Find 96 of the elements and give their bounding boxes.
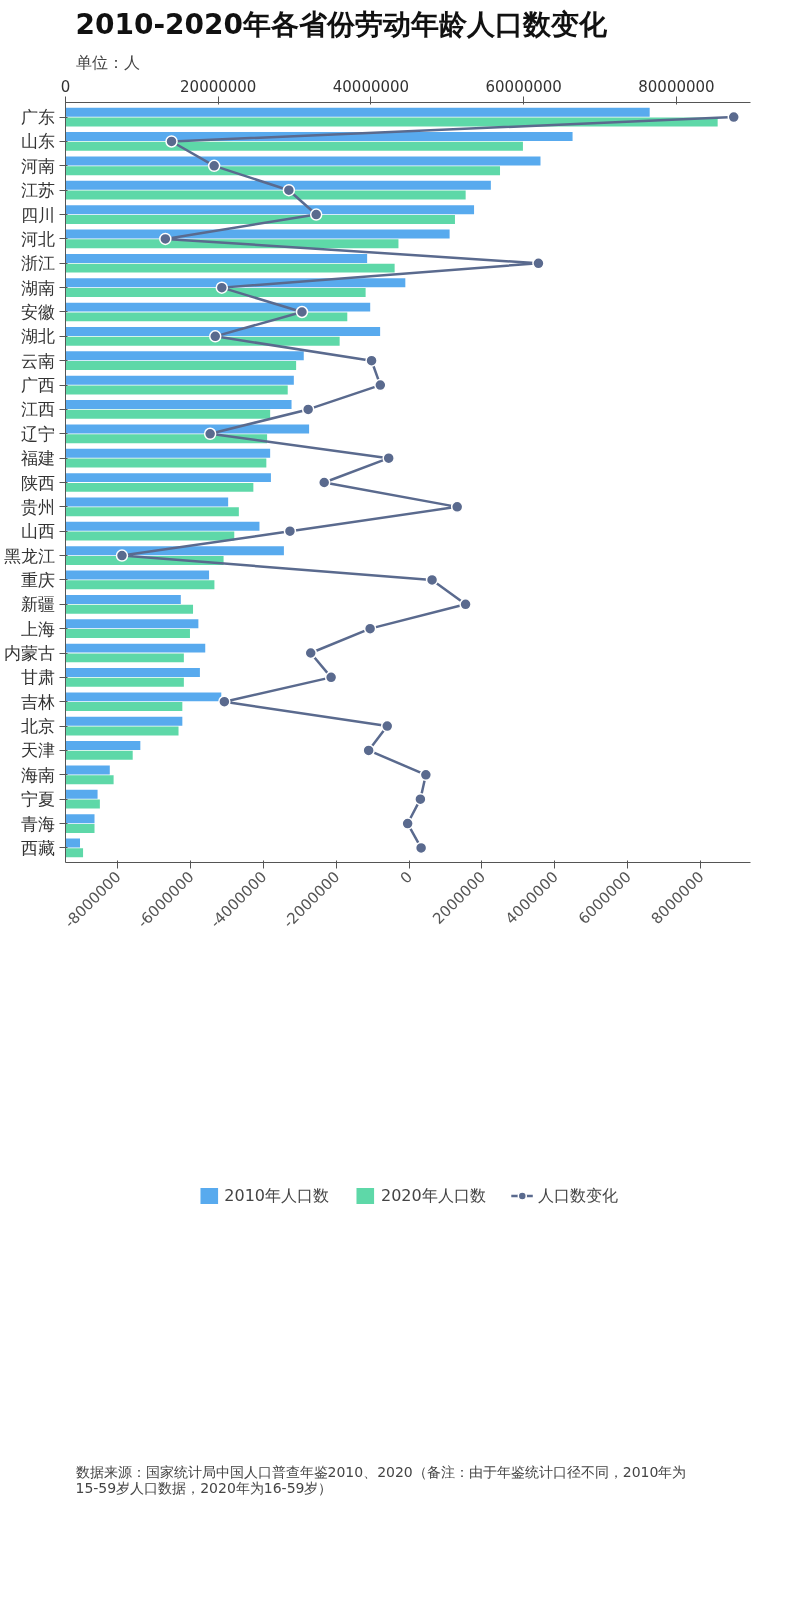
y-tick-label: 辽宁 <box>20 423 55 444</box>
legend-label: 人口数变化 <box>537 1185 618 1207</box>
bar <box>65 629 190 639</box>
bar <box>65 107 650 117</box>
bar <box>65 473 271 483</box>
bar <box>65 750 133 760</box>
legend-label: 2020年人口数 <box>381 1185 486 1207</box>
bar <box>65 312 348 322</box>
bar <box>65 288 366 297</box>
bar <box>65 702 183 712</box>
source-note: 数据来源：国家统计局中国人口普查年鉴2010、2020（备注：由于年鉴统计口径不同，2010年为15-59岁人口数据，2020年为16-59岁） <box>75 1463 687 1496</box>
bar <box>65 156 541 166</box>
y-tick-label: 湖北 <box>20 326 55 347</box>
bar <box>65 677 184 687</box>
y-tick-label: 海南 <box>20 764 55 785</box>
y-tick-label: 湖南 <box>20 277 55 298</box>
y-tick-label: 广东 <box>20 107 55 128</box>
x-tick-label: 80000000 <box>638 77 715 96</box>
y-tick-label: 吉林 <box>20 691 55 712</box>
legend-label: 2010年人口数 <box>224 1185 329 1207</box>
bar <box>65 434 268 444</box>
y-tick-label: 上海 <box>20 618 55 639</box>
y-tick-label: 黑龙江 <box>3 545 55 566</box>
bar <box>65 668 200 677</box>
y-tick-label: 甘肃 <box>20 667 55 688</box>
y-tick-label: 青海 <box>20 813 55 834</box>
bar <box>65 375 294 385</box>
bar <box>65 653 184 663</box>
bar <box>65 253 368 263</box>
y-tick-label: 内蒙古 <box>3 643 55 664</box>
x-tick-label: 40000000 <box>332 77 410 96</box>
bar <box>65 400 292 410</box>
bar <box>65 190 466 200</box>
bar <box>65 789 98 799</box>
bar <box>65 643 206 653</box>
x-tick-label: 0 <box>60 77 71 96</box>
bar <box>65 424 310 434</box>
y-tick-label: 云南 <box>20 350 55 371</box>
bar <box>65 692 222 702</box>
bar <box>65 726 179 736</box>
y-tick-label: 新疆 <box>20 594 55 615</box>
bar <box>65 765 110 775</box>
bar <box>65 409 271 419</box>
bar <box>65 361 297 371</box>
bar <box>65 141 523 151</box>
y-tick-label: 四川 <box>20 204 55 225</box>
bar <box>65 166 501 176</box>
y-tick-label: 广西 <box>20 375 55 396</box>
y-tick-label: 天津 <box>20 740 55 761</box>
bar <box>65 604 194 614</box>
bar <box>65 263 395 273</box>
y-tick-label: 重庆 <box>20 569 55 590</box>
bar <box>65 570 210 580</box>
y-tick-label: 西藏 <box>20 837 55 858</box>
bar <box>65 775 114 785</box>
y-tick-label: 山东 <box>20 131 55 152</box>
bar <box>65 214 455 224</box>
bar <box>65 326 381 336</box>
y-tick-label: 宁夏 <box>20 789 55 810</box>
chart-title: 2010-2020年各省份劳动年龄人口数变化 <box>75 7 608 41</box>
bar <box>65 205 475 215</box>
y-tick-label: 江苏 <box>20 180 55 201</box>
bar <box>65 741 141 751</box>
x2-tick-label: 0 <box>396 867 417 888</box>
y-tick-label: 北京 <box>20 716 55 737</box>
y-tick-label: 福建 <box>20 448 55 469</box>
y-tick-label: 安徽 <box>20 301 55 322</box>
bar <box>65 594 181 604</box>
bar <box>65 848 84 858</box>
bar <box>65 336 340 346</box>
y-tick-label: 江西 <box>20 399 55 420</box>
bar <box>65 351 304 361</box>
x-tick-label: 20000000 <box>180 77 257 96</box>
y-tick-label: 山西 <box>20 521 55 542</box>
bar <box>65 302 371 312</box>
y-tick-label: 贵州 <box>20 496 55 517</box>
x-tick-label: 60000000 <box>485 77 562 96</box>
bar <box>65 814 95 824</box>
bar <box>65 799 100 809</box>
bar <box>65 482 254 492</box>
bar <box>65 580 215 590</box>
y-tick-label: 浙江 <box>20 253 55 274</box>
bar <box>65 448 271 458</box>
bar <box>65 823 95 833</box>
bar <box>65 385 288 395</box>
y-tick-label: 河南 <box>20 155 55 176</box>
bar <box>65 229 450 239</box>
bar <box>65 619 199 629</box>
bar <box>65 507 239 517</box>
y-tick-label: 陕西 <box>20 472 55 493</box>
chart-subtitle: 单位：人 <box>75 52 140 72</box>
bar <box>65 180 491 190</box>
y-tick-label: 河北 <box>20 228 55 249</box>
bar <box>65 521 260 531</box>
bar <box>65 716 183 726</box>
bar <box>65 531 235 541</box>
